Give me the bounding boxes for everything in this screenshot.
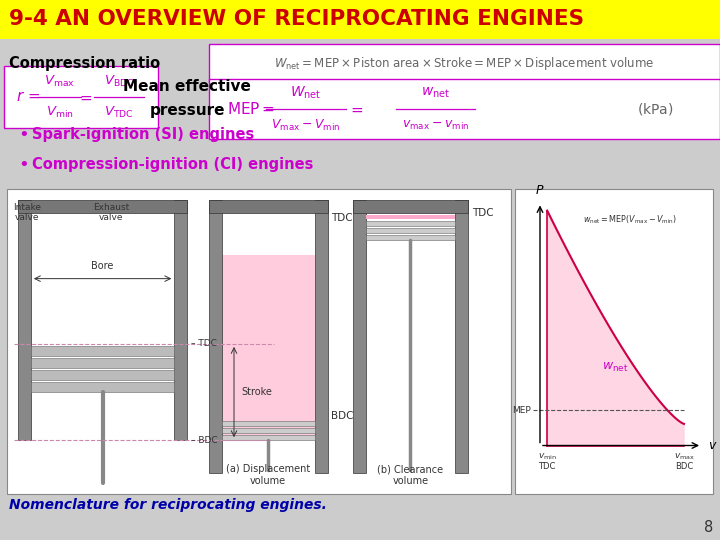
Bar: [18, 200, 187, 213]
Text: TDC: TDC: [539, 462, 556, 471]
Bar: [315, 200, 328, 472]
Bar: [31, 357, 174, 368]
Polygon shape: [547, 211, 684, 446]
FancyBboxPatch shape: [4, 66, 158, 128]
Text: 8: 8: [703, 519, 713, 535]
Bar: [7, 189, 511, 494]
Text: Spark-ignition (SI) engines: Spark-ignition (SI) engines: [32, 127, 255, 143]
Text: Mean effective: Mean effective: [123, 79, 251, 93]
Text: BDC: BDC: [331, 411, 354, 421]
Text: Exhaust
valve: Exhaust valve: [93, 202, 129, 222]
Bar: [366, 228, 455, 233]
Bar: [222, 255, 315, 440]
Text: TDC: TDC: [331, 213, 353, 222]
Bar: [0, 0, 720, 39]
Bar: [366, 235, 455, 240]
Text: Compression ratio: Compression ratio: [9, 56, 161, 71]
Bar: [31, 370, 174, 380]
FancyBboxPatch shape: [209, 79, 720, 139]
Text: – BDC: – BDC: [191, 436, 217, 444]
Text: Bore: Bore: [91, 260, 114, 271]
Text: $P$: $P$: [535, 184, 545, 197]
Text: •: •: [18, 156, 29, 174]
Text: •: •: [18, 126, 29, 144]
Bar: [18, 200, 31, 440]
Text: $=$: $=$: [77, 90, 93, 104]
Bar: [209, 200, 222, 472]
Bar: [222, 421, 315, 426]
FancyBboxPatch shape: [209, 44, 720, 82]
Text: $\rm MEP =$: $\rm MEP =$: [227, 101, 275, 117]
Text: $r\, =$: $r\, =$: [16, 90, 41, 104]
Text: $\rm (kPa)$: $\rm (kPa)$: [637, 101, 674, 117]
Text: $v$: $v$: [708, 439, 717, 452]
Text: – TDC: – TDC: [191, 340, 217, 348]
Bar: [209, 200, 328, 213]
Text: pressure: pressure: [150, 103, 225, 118]
Bar: [353, 200, 366, 472]
Text: BDC: BDC: [675, 462, 693, 471]
Text: $w_{\rm net}$: $w_{\rm net}$: [603, 361, 629, 374]
Bar: [31, 382, 174, 392]
Text: $v_{\max} - v_{\min}$: $v_{\max} - v_{\min}$: [402, 119, 469, 132]
Bar: [31, 346, 174, 356]
Text: $w_{\rm net}$: $w_{\rm net}$: [421, 86, 450, 100]
Text: 9-4 AN OVERVIEW OF RECIPROCATING ENGINES: 9-4 AN OVERVIEW OF RECIPROCATING ENGINES: [9, 9, 585, 30]
Bar: [222, 428, 315, 433]
Text: $V_{\max}$: $V_{\max}$: [45, 75, 75, 89]
Bar: [366, 221, 455, 226]
Text: MEP: MEP: [513, 406, 531, 415]
Bar: [174, 200, 187, 440]
Text: Stroke: Stroke: [241, 387, 272, 397]
Text: $V_{\rm TDC}$: $V_{\rm TDC}$: [104, 105, 134, 119]
Text: Intake
valve: Intake valve: [13, 202, 40, 222]
Bar: [222, 435, 315, 440]
Text: $V_{\rm BDC}$: $V_{\rm BDC}$: [104, 75, 134, 89]
Text: $v_{\min}$: $v_{\min}$: [538, 452, 557, 462]
Bar: [353, 200, 468, 213]
Bar: [455, 200, 468, 472]
Bar: [366, 215, 455, 219]
Text: $W_{\rm net} = \rm MEP \times Piston\ area \times Stroke = MEP \times Displaceme: $W_{\rm net} = \rm MEP \times Piston\ ar…: [274, 55, 654, 72]
Text: (b) Clearance
volume: (b) Clearance volume: [377, 464, 444, 486]
Text: Nomenclature for reciprocating engines.: Nomenclature for reciprocating engines.: [9, 498, 327, 512]
Text: $V_{\max} - V_{\min}$: $V_{\max} - V_{\min}$: [271, 118, 341, 133]
Bar: [515, 189, 713, 494]
Text: $W_{\rm net}$: $W_{\rm net}$: [290, 85, 322, 101]
Text: $=$: $=$: [348, 102, 364, 117]
Text: Compression-ignition (CI) engines: Compression-ignition (CI) engines: [32, 157, 314, 172]
Text: TDC: TDC: [472, 208, 493, 218]
Text: (a) Displacement
volume: (a) Displacement volume: [226, 464, 310, 486]
Text: $V_{\min}$: $V_{\min}$: [46, 105, 73, 119]
Text: $v_{\max}$: $v_{\max}$: [673, 452, 695, 462]
Text: $w_{\rm net}={\rm MEP}(V_{\max}-V_{\min})$: $w_{\rm net}={\rm MEP}(V_{\max}-V_{\min}…: [583, 213, 677, 226]
